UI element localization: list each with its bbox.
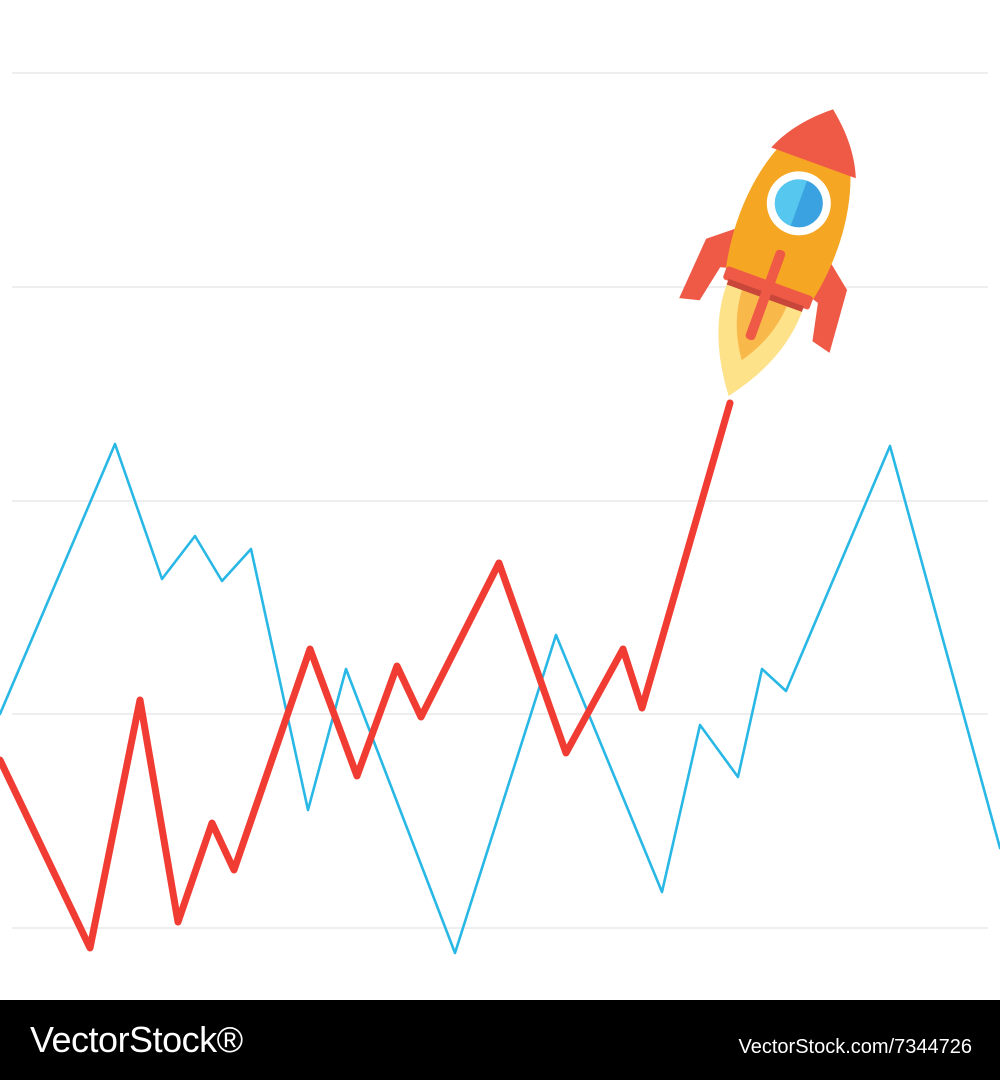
rocket-center-fin (745, 249, 786, 341)
line-chart (0, 72, 1000, 955)
rocket-nose (771, 109, 856, 179)
rocket-flame-inner (736, 284, 789, 361)
watermark-footer: VectorStock® VectorStock.com/7344726 (0, 1000, 1000, 1080)
rocket-window-shine (774, 179, 808, 226)
series-lines (0, 399, 1000, 955)
series-blue-line (0, 442, 1000, 955)
stock-id-text: VectorStock.com/7344726 (738, 1036, 972, 1058)
rocket-icon (679, 109, 856, 396)
series-red-line (0, 399, 734, 952)
brand-logo-text: VectorStock® (30, 1019, 243, 1060)
